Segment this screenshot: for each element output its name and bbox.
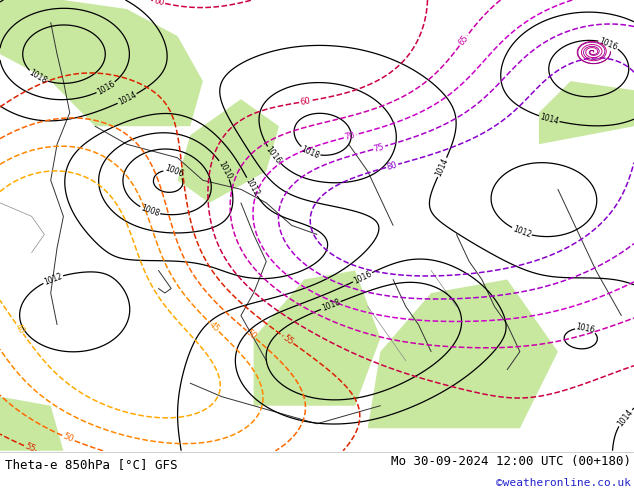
Text: 1014: 1014 [616,407,634,428]
Text: 1016: 1016 [575,322,596,335]
Text: 1008: 1008 [139,204,160,219]
Text: 55: 55 [23,442,36,454]
Text: 70: 70 [344,130,356,142]
Text: 1014: 1014 [539,112,560,126]
Text: 55: 55 [281,333,295,346]
Text: 60: 60 [299,96,311,107]
Text: 1016: 1016 [96,79,117,97]
Text: 75: 75 [373,142,385,153]
Text: 65: 65 [456,34,470,48]
Text: 1012: 1012 [42,271,63,287]
Text: 1016: 1016 [264,145,283,166]
Text: 50: 50 [244,328,258,342]
Text: 1012: 1012 [511,224,532,240]
Text: 1014: 1014 [117,90,138,107]
Text: Mo 30-09-2024 12:00 UTC (00+180): Mo 30-09-2024 12:00 UTC (00+180) [391,455,631,468]
Text: 45: 45 [207,320,221,334]
Text: ©weatheronline.co.uk: ©weatheronline.co.uk [496,478,631,488]
Text: 1010: 1010 [216,159,233,180]
Text: 1018: 1018 [300,144,321,160]
Text: 1018: 1018 [27,68,48,86]
Text: 60: 60 [153,0,165,8]
Text: Theta-e 850hPa [°C] GFS: Theta-e 850hPa [°C] GFS [5,458,178,471]
Text: 80: 80 [386,160,398,172]
Text: 1016: 1016 [352,269,373,286]
Text: 40: 40 [13,322,26,336]
Text: 50: 50 [61,432,74,444]
Text: 1006: 1006 [163,164,184,179]
Text: 1016: 1016 [598,36,619,52]
Text: 1014: 1014 [434,157,450,178]
Text: 1018: 1018 [320,298,341,313]
Text: 1012: 1012 [243,176,261,197]
